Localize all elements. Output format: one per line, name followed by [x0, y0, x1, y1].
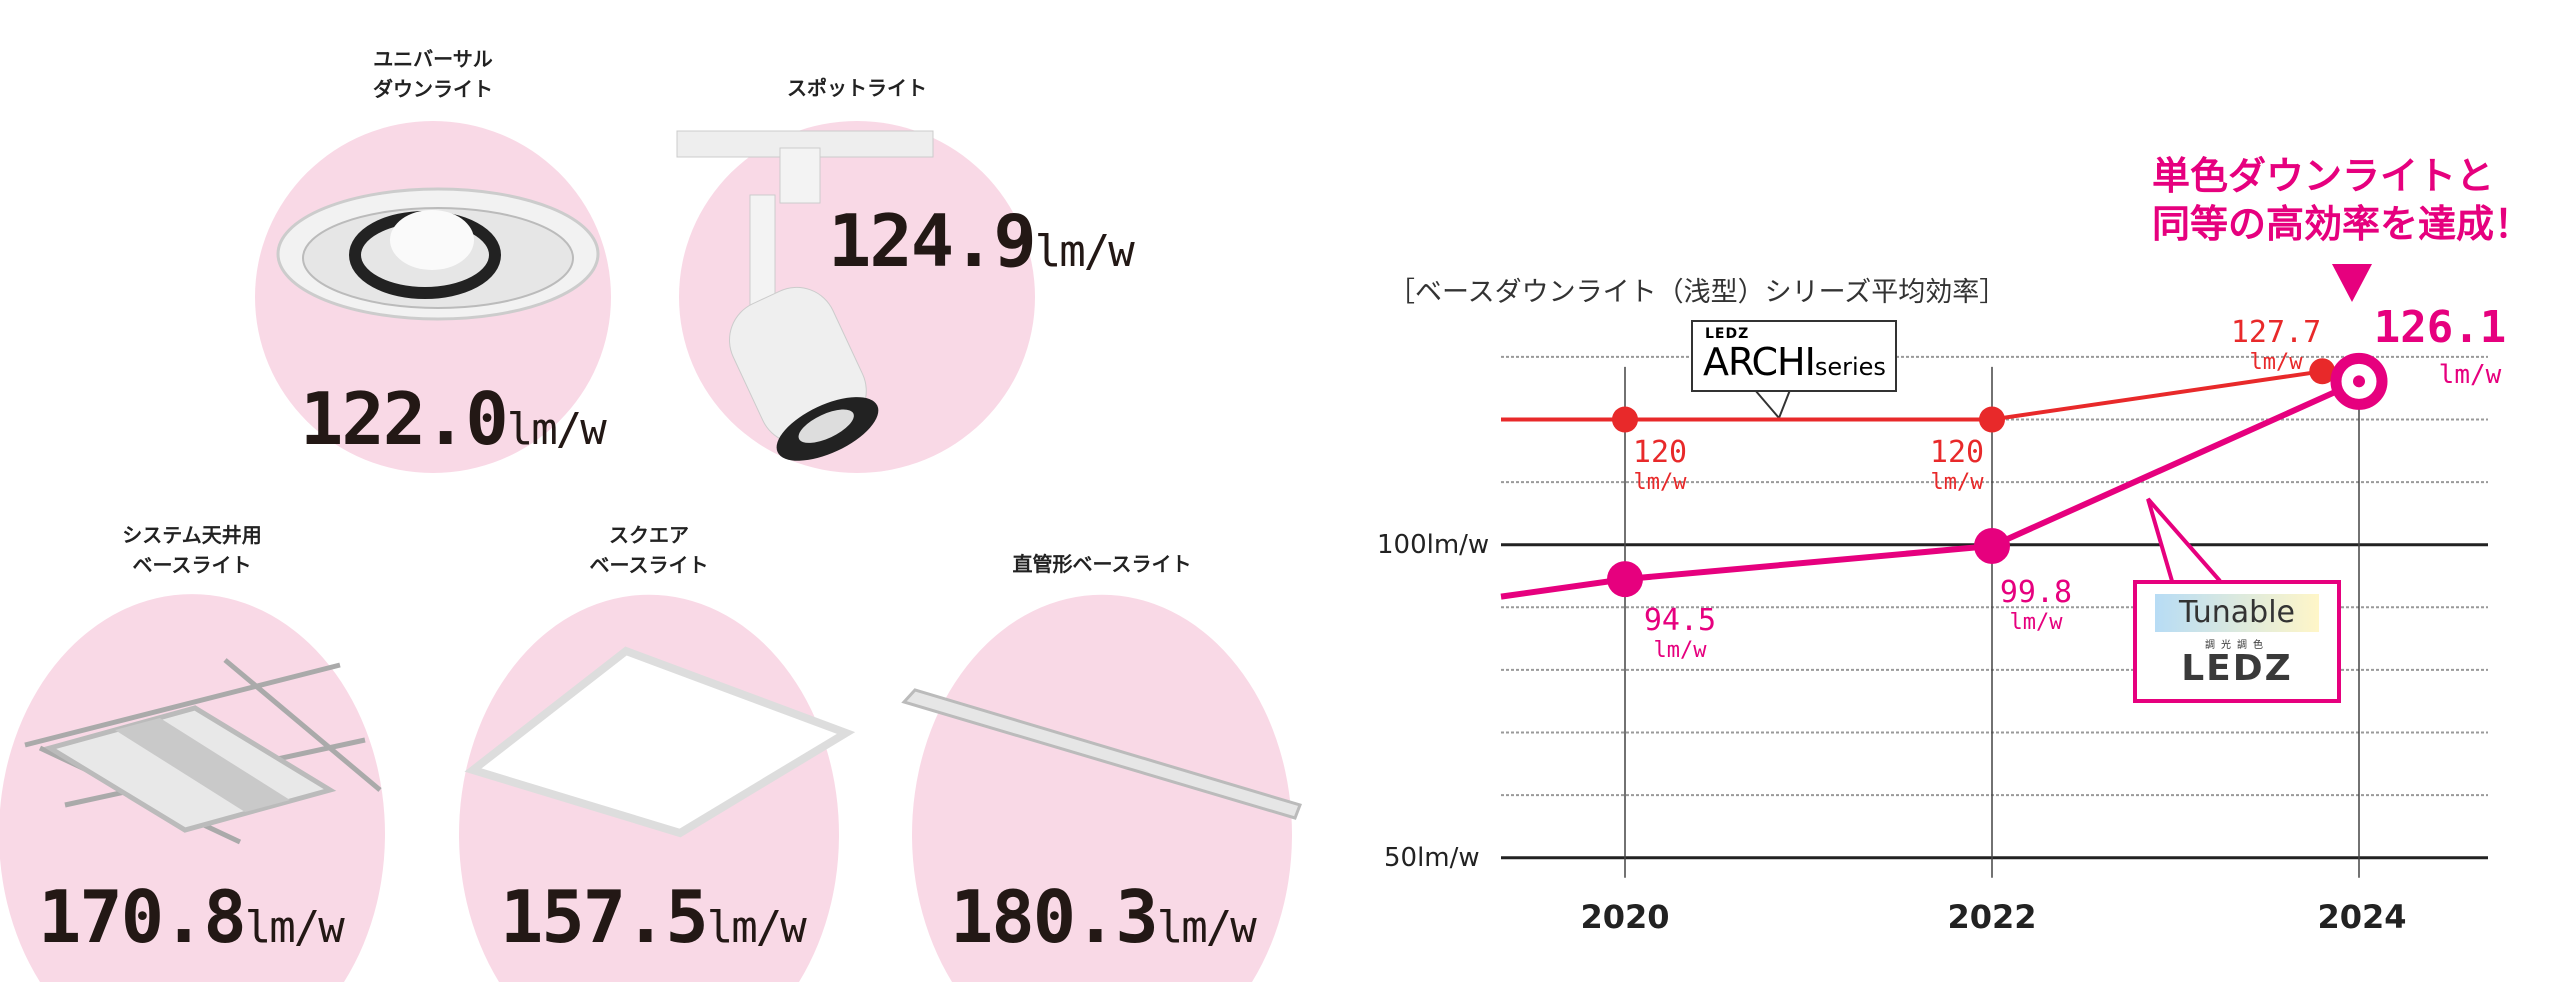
spotlight-image [676, 130, 934, 461]
ledz-logo-small: LEDZ [1705, 326, 1750, 342]
x-tick-label: 2020 [1580, 898, 1670, 936]
data-label: 120 lm/w [1632, 435, 1688, 495]
data-point-archi [1979, 406, 2005, 433]
data-label: 126.1 lm/w [2373, 302, 2507, 390]
data-point-tunable [1607, 561, 1643, 598]
product-efficiency-value: 122.0lm/w [300, 377, 607, 461]
chart-title: ［ベースダウンライト（浅型）シリーズ平均効率］ [1388, 277, 2007, 308]
archi-callout-tail [1754, 389, 1791, 420]
data-label: 99.8 lm/w [1999, 575, 2073, 635]
tunable-subtitle: 調光調色 [2205, 640, 2269, 651]
system-ceiling-baselight-image [24, 658, 382, 845]
archi-series-legend: LEDZ ARCHIseries [1691, 320, 1897, 392]
product-efficiency-value: 180.3lm/w [950, 875, 1257, 959]
series-line-archi [1501, 369, 2323, 422]
product-label: スポットライト [787, 76, 927, 100]
product-label: ユニバーサル ダウンライト [373, 47, 493, 101]
data-point-tunable [1974, 527, 2010, 564]
tunable-logo: Tunable [2155, 594, 2319, 632]
straight-tube-baselight-image [901, 688, 1302, 820]
product-efficiency-value: 124.9lm/w [828, 199, 1135, 283]
product-efficiency-value: 170.8lm/w [38, 875, 345, 959]
data-point-tunable-center [2353, 375, 2365, 388]
product-circle [912, 594, 1292, 982]
data-label: 120 lm/w [1929, 435, 1985, 495]
product-label: システム天井用 ベースライト [122, 523, 262, 577]
product-label: スクエア ベースライト [589, 523, 709, 577]
chart-headline: 単色ダウンライトと 同等の高効率を達成！ [2152, 154, 2533, 246]
triangle-down-icon [2332, 264, 2372, 302]
y-tick-label: 100lm/w [1377, 530, 1490, 560]
series-line-tunable [1500, 378, 2361, 600]
square-baselight-image [464, 646, 856, 838]
archi-logo: ARCHIseries [1703, 340, 1886, 384]
product-efficiency-value: 157.5lm/w [500, 875, 807, 959]
data-point-archi [1612, 406, 1638, 433]
data-label: 94.5 lm/w [1643, 603, 1717, 663]
universal-downlight-image [276, 187, 600, 321]
ledz-logo: LEDZ [2181, 648, 2293, 689]
tunable-ledz-legend: Tunable 調光調色 LEDZ [2133, 580, 2341, 703]
data-point-archi [2309, 358, 2336, 385]
product-label: 直管形ベースライト [1012, 552, 1192, 576]
data-label: 127.7 lm/w [2230, 315, 2322, 375]
y-tick-label: 50lm/w [1384, 843, 1480, 873]
tunable-callout-tail [2146, 497, 2222, 583]
x-tick-label: 2022 [1947, 898, 2037, 936]
x-tick-label: 2024 [2317, 898, 2407, 936]
